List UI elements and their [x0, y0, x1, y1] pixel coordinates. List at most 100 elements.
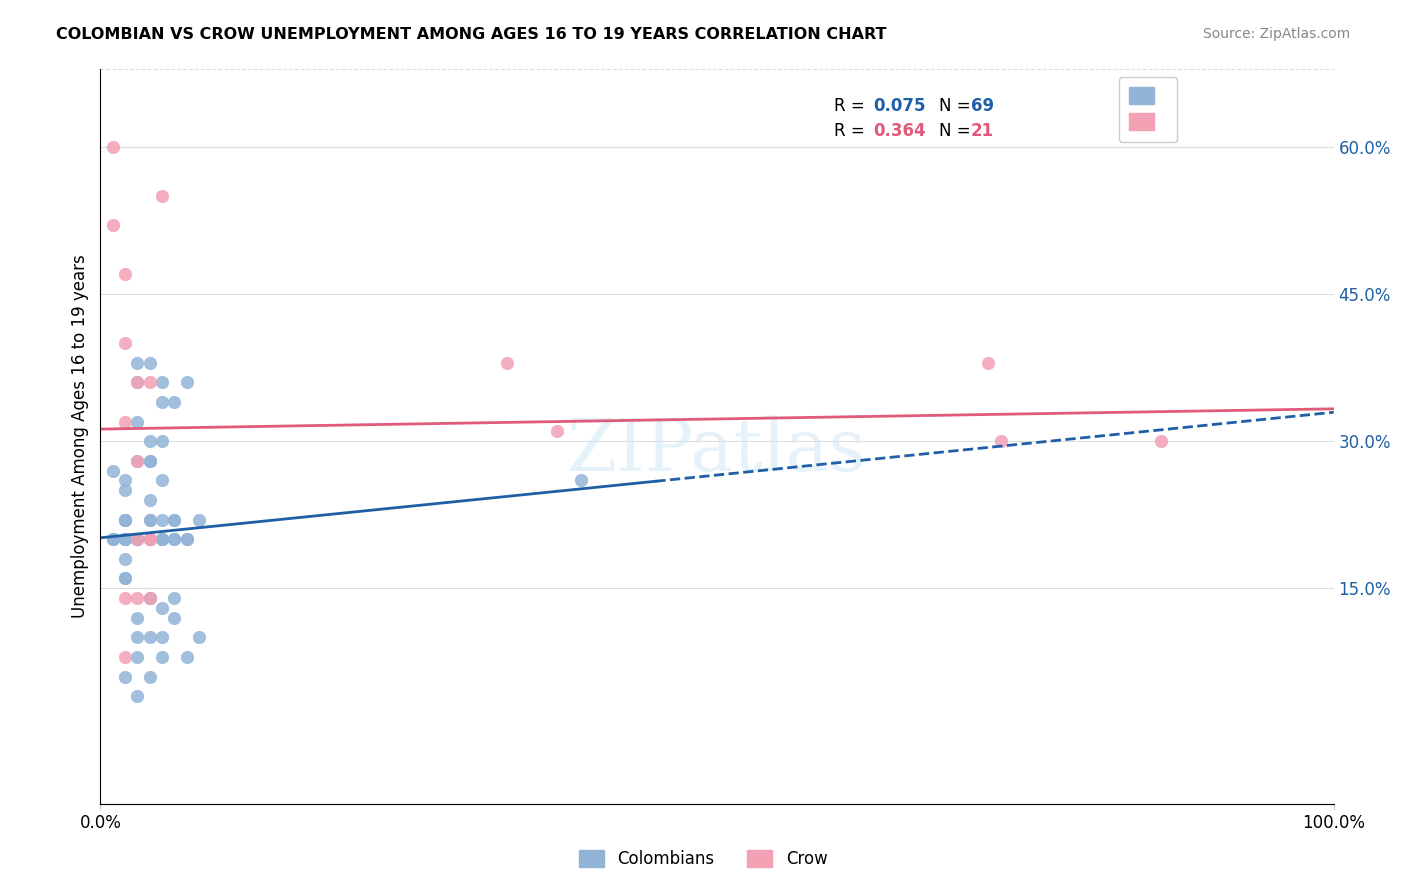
- Point: [127, 533, 149, 547]
- Text: 0.364: 0.364: [873, 122, 927, 140]
- Text: Source: ZipAtlas.com: Source: ZipAtlas.com: [1202, 27, 1350, 41]
- Point: [138, 513, 160, 527]
- Point: [176, 649, 198, 664]
- Point: [127, 533, 149, 547]
- Point: [138, 591, 160, 605]
- Point: [163, 591, 186, 605]
- Text: R =: R =: [834, 122, 870, 140]
- Point: [150, 376, 173, 390]
- Point: [138, 513, 160, 527]
- Point: [150, 600, 173, 615]
- Point: [127, 454, 149, 468]
- Point: [150, 533, 173, 547]
- Point: [114, 513, 136, 527]
- Text: ZIPatlas: ZIPatlas: [567, 416, 868, 486]
- Point: [138, 454, 160, 468]
- Point: [163, 533, 186, 547]
- Point: [188, 513, 211, 527]
- Point: [163, 610, 186, 624]
- Point: [127, 533, 149, 547]
- Point: [101, 533, 124, 547]
- Point: [127, 376, 149, 390]
- Point: [114, 415, 136, 429]
- Point: [114, 533, 136, 547]
- Point: [101, 219, 124, 233]
- Point: [150, 533, 173, 547]
- Point: [114, 336, 136, 351]
- Point: [176, 376, 198, 390]
- Point: [546, 425, 568, 439]
- Point: [127, 649, 149, 664]
- Point: [138, 669, 160, 683]
- Text: 0.075: 0.075: [873, 97, 927, 115]
- Point: [990, 434, 1012, 449]
- Text: 21: 21: [972, 122, 994, 140]
- Point: [150, 434, 173, 449]
- Point: [496, 356, 519, 370]
- Point: [127, 533, 149, 547]
- Text: COLOMBIAN VS CROW UNEMPLOYMENT AMONG AGES 16 TO 19 YEARS CORRELATION CHART: COLOMBIAN VS CROW UNEMPLOYMENT AMONG AGE…: [56, 27, 887, 42]
- Point: [138, 376, 160, 390]
- Point: [101, 140, 124, 154]
- Point: [138, 533, 160, 547]
- Y-axis label: Unemployment Among Ages 16 to 19 years: Unemployment Among Ages 16 to 19 years: [72, 254, 89, 618]
- Point: [569, 474, 592, 488]
- Point: [176, 533, 198, 547]
- Point: [114, 533, 136, 547]
- Point: [114, 571, 136, 585]
- Point: [138, 356, 160, 370]
- Point: [150, 649, 173, 664]
- Point: [127, 591, 149, 605]
- Point: [163, 395, 186, 409]
- Point: [138, 533, 160, 547]
- Point: [114, 649, 136, 664]
- Point: [114, 591, 136, 605]
- Point: [114, 533, 136, 547]
- Point: [163, 533, 186, 547]
- Point: [127, 376, 149, 390]
- Point: [150, 474, 173, 488]
- Point: [114, 513, 136, 527]
- Point: [114, 268, 136, 282]
- Point: [114, 483, 136, 498]
- Point: [176, 533, 198, 547]
- Point: [127, 454, 149, 468]
- Legend: Colombians, Crow: Colombians, Crow: [572, 843, 834, 875]
- Point: [1150, 434, 1173, 449]
- Point: [114, 533, 136, 547]
- Point: [150, 189, 173, 203]
- Point: [977, 356, 1000, 370]
- Point: [101, 533, 124, 547]
- Point: [163, 513, 186, 527]
- Point: [138, 454, 160, 468]
- Legend: , : ,: [1119, 77, 1177, 142]
- Point: [114, 474, 136, 488]
- Point: [138, 493, 160, 508]
- Point: [150, 513, 173, 527]
- Point: [127, 689, 149, 703]
- Point: [150, 533, 173, 547]
- Point: [101, 464, 124, 478]
- Point: [188, 630, 211, 644]
- Point: [150, 630, 173, 644]
- Point: [114, 669, 136, 683]
- Point: [150, 395, 173, 409]
- Point: [127, 610, 149, 624]
- Point: [101, 533, 124, 547]
- Point: [138, 533, 160, 547]
- Point: [114, 513, 136, 527]
- Point: [127, 630, 149, 644]
- Point: [127, 533, 149, 547]
- Point: [114, 571, 136, 585]
- Point: [127, 356, 149, 370]
- Point: [138, 591, 160, 605]
- Text: 69: 69: [972, 97, 994, 115]
- Point: [163, 513, 186, 527]
- Text: R =: R =: [834, 97, 870, 115]
- Point: [138, 630, 160, 644]
- Point: [138, 434, 160, 449]
- Point: [138, 533, 160, 547]
- Point: [127, 533, 149, 547]
- Text: N =: N =: [939, 122, 976, 140]
- Point: [127, 415, 149, 429]
